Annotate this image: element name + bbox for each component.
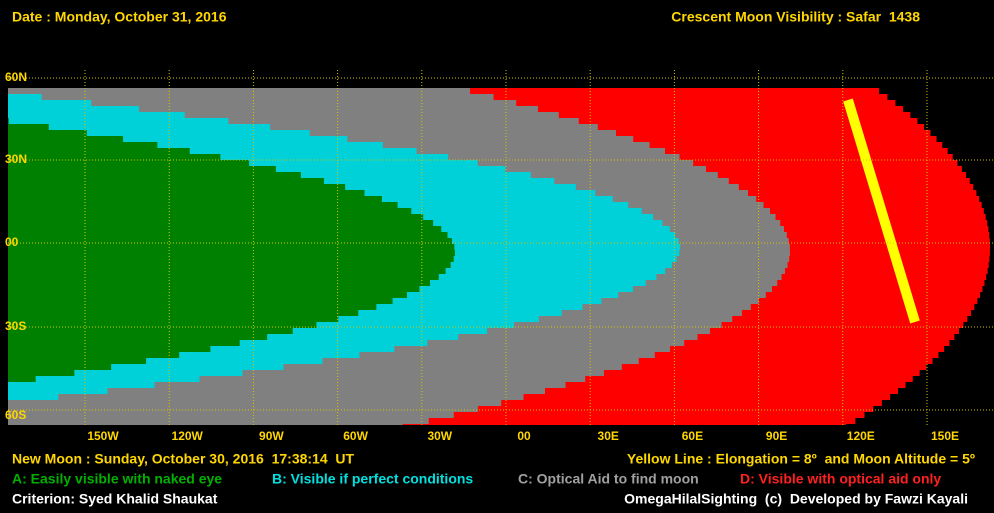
lat-label: 30N (5, 152, 27, 166)
lon-label: 150W (87, 429, 119, 443)
legend-b: B: Visible if perfect conditions (272, 471, 473, 487)
lon-label: 60W (343, 429, 368, 443)
lat-label: 00 (5, 235, 19, 249)
lon-label: 30E (598, 429, 619, 443)
lon-label: 30W (427, 429, 452, 443)
lon-label: 00 (517, 429, 531, 443)
legend-a: A: Easily visible with naked eye (12, 471, 222, 487)
grid: 60N 30N 00 30S 60S 150W 120W 90W 60W 30W 00 30E 60E 9… (5, 70, 994, 443)
legend-c: C: Optical Aid to find moon (518, 471, 699, 487)
lon-label: 150E (931, 429, 959, 443)
lat-label: 30S (5, 319, 26, 333)
yellow-line-note: Yellow Line : Elongation = 8º and Moon A… (627, 451, 975, 467)
lon-label: 120W (172, 429, 204, 443)
title: Crescent Moon Visibility : Safar 1438 (671, 9, 920, 25)
lon-label: 60E (682, 429, 703, 443)
credit: OmegaHilalSighting (c) Developed by Fawz… (624, 491, 968, 507)
yellow-line (843, 98, 920, 324)
new-moon: New Moon : Sunday, October 30, 2016 17:3… (12, 451, 355, 467)
zone-a (8, 88, 455, 425)
legend-d: D: Visible with optical aid only (740, 471, 941, 487)
lon-label: 120E (847, 429, 875, 443)
date: Date : Monday, October 31, 2016 (12, 9, 227, 25)
lat-label: 60N (5, 70, 27, 84)
lon-label: 90W (259, 429, 284, 443)
lon-label: 90E (766, 429, 787, 443)
lat-label: 60S (5, 408, 26, 422)
criterion: Criterion: Syed Khalid Shaukat (12, 491, 218, 507)
